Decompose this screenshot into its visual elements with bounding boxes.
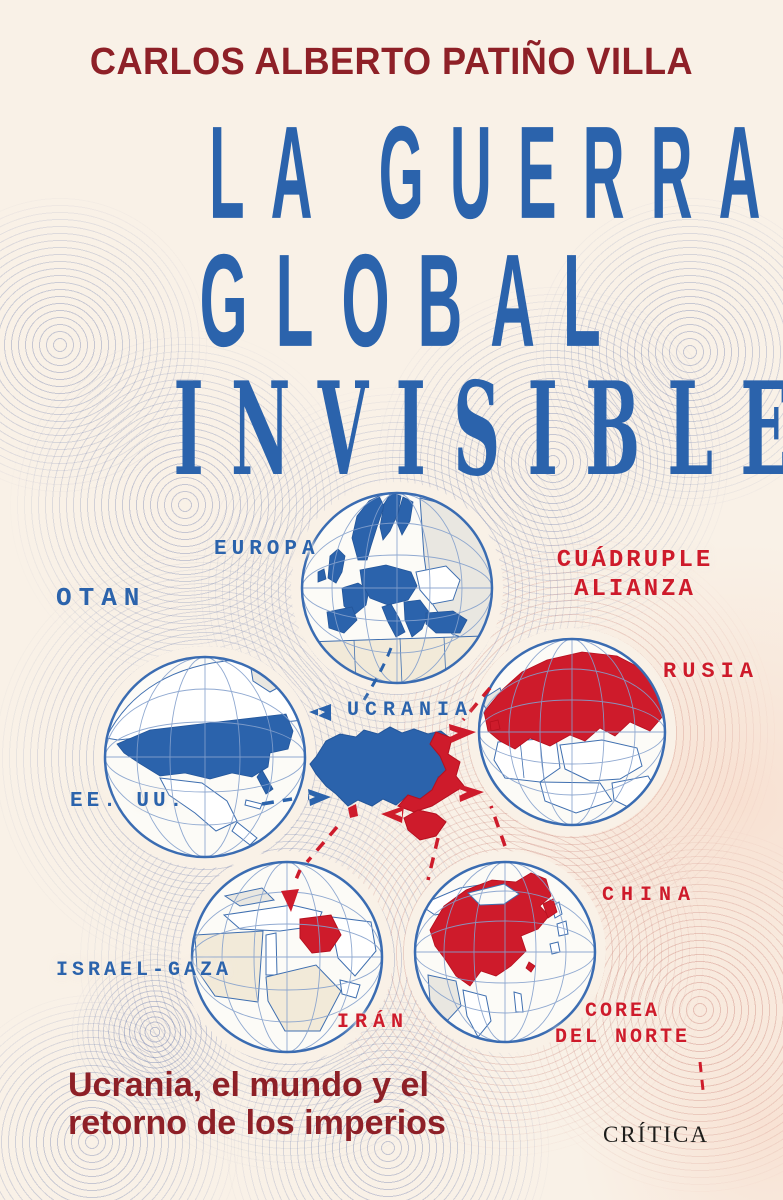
title-line-2: GLOBAL: [199, 227, 629, 375]
ukraine-map: [309, 726, 465, 841]
label-europa: EUROPA: [214, 538, 320, 561]
label-corea-line1: COREA: [584, 1000, 660, 1023]
label-corea-del-norte: COREA DEL NORTE: [540, 999, 705, 1051]
subtitle: Ucrania, el mundo y el retorno de los im…: [68, 1066, 446, 1142]
label-china: CHINA: [602, 884, 698, 907]
blue-arrows: [261, 647, 393, 806]
label-iran: IRÁN: [337, 1011, 410, 1034]
subtitle-line2: retorno de los imperios: [68, 1104, 446, 1142]
author-name: CARLOS ALBERTO PATIÑO VILLA: [89, 41, 694, 83]
label-corea-line2: DEL NORTE: [554, 1026, 691, 1049]
globe-usa: [94, 646, 316, 868]
title-line-3: INVISIBLE: [173, 353, 783, 505]
label-eeuu: EE. UU.: [70, 790, 187, 813]
pink-tint-bottom-right: [560, 920, 783, 1200]
label-rusia: RUSIA: [663, 659, 760, 684]
label-cuadruple-alianza: CUÁDRUPLE ALIANZA: [540, 547, 730, 605]
label-israel-gaza: ISRAEL-GAZA: [56, 959, 233, 982]
label-cuadruple-line1: CUÁDRUPLE: [556, 547, 714, 574]
label-cuadruple-line2: ALIANZA: [574, 575, 696, 603]
title-line-1: LA GUERRA: [209, 99, 783, 247]
globe-europe: [291, 482, 503, 694]
publisher-logo: CRÍTICA: [603, 1122, 709, 1147]
label-ucrania: UCRANIA: [347, 699, 474, 722]
subtitle-line1: Ucrania, el mundo y el: [68, 1066, 429, 1104]
globe-russia: [468, 628, 676, 836]
label-otan: OTAN: [56, 583, 147, 613]
